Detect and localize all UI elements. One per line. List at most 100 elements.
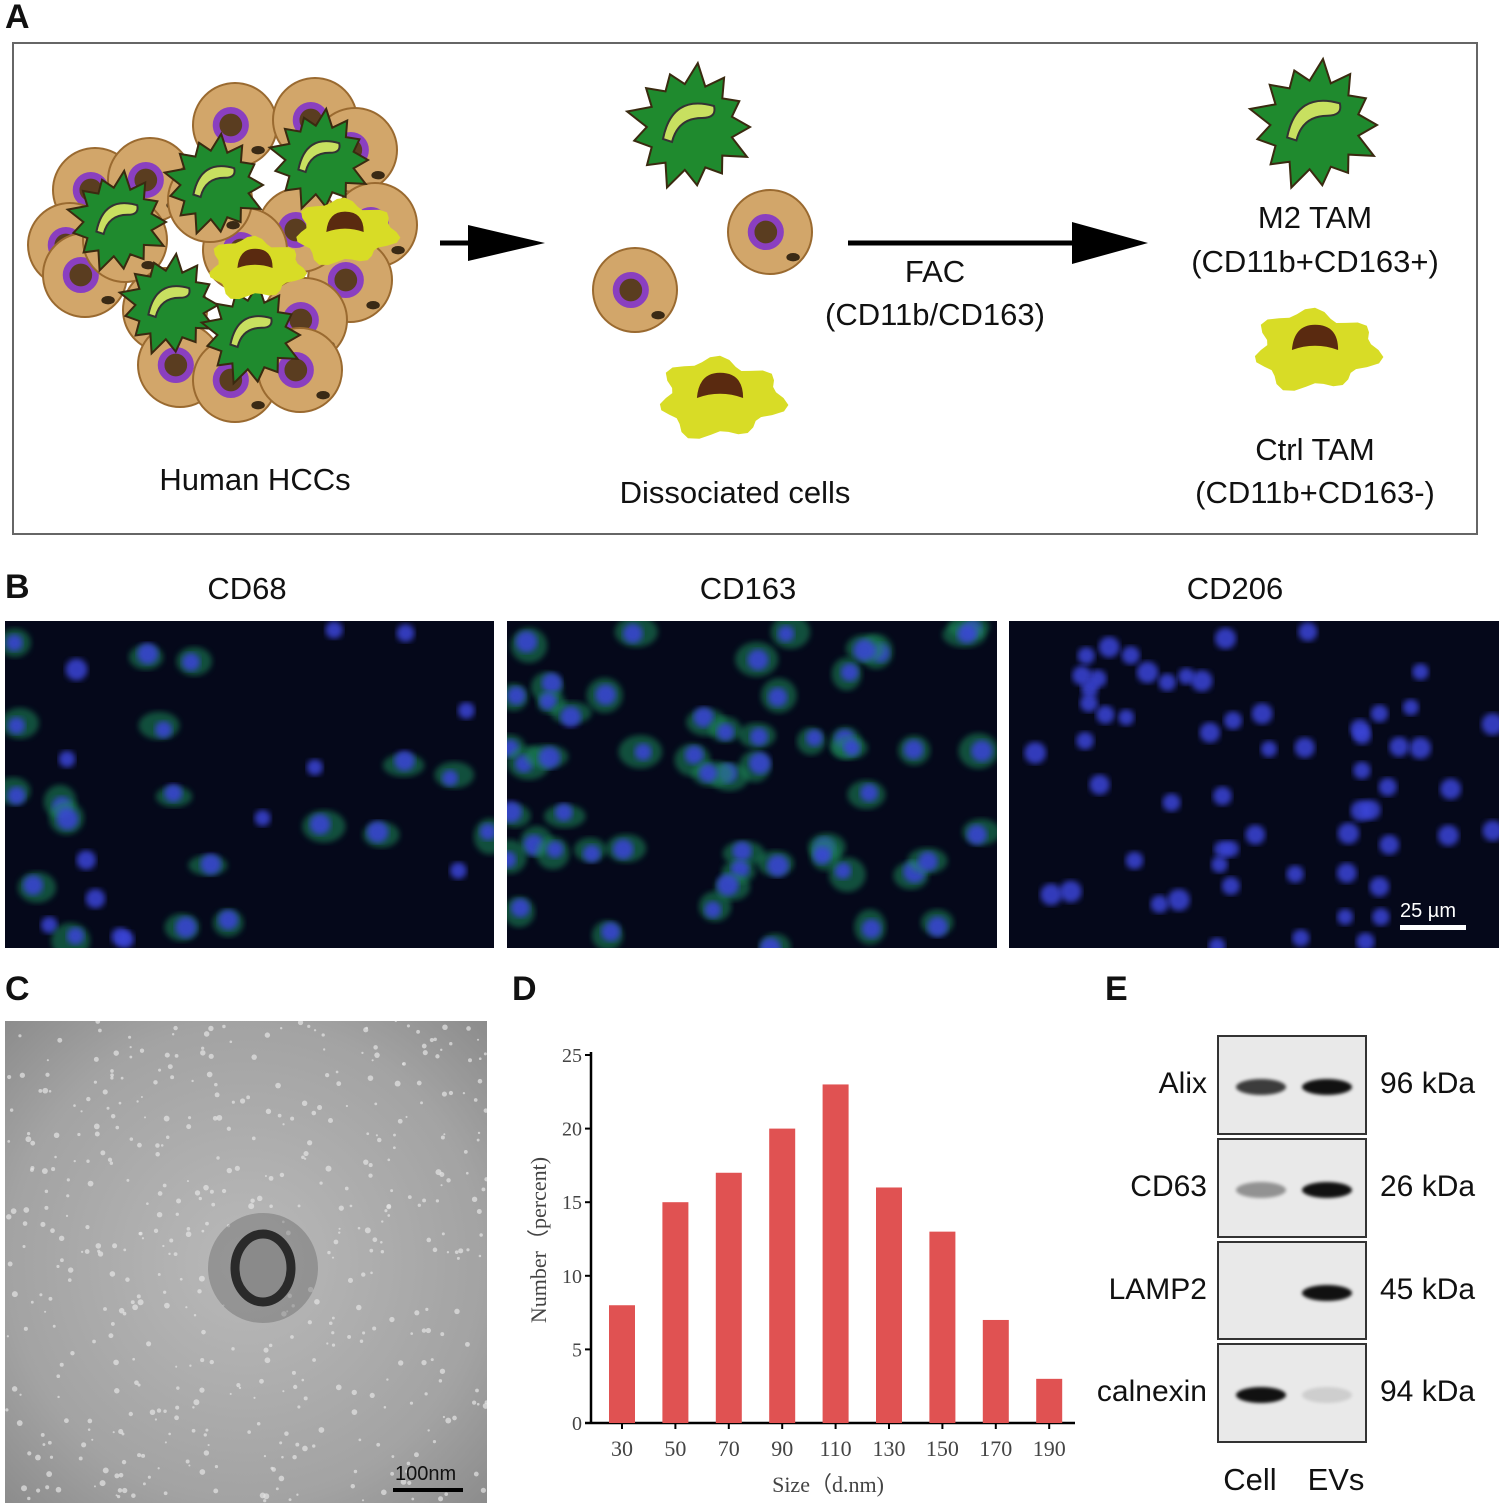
nucleus (58, 750, 76, 768)
nucleus (1072, 665, 1092, 686)
nucleus (1379, 834, 1400, 855)
x-axis-label: Size（d.nm) (772, 1472, 884, 1497)
nucleus (1440, 778, 1462, 800)
x-tick-label: 130 (873, 1436, 906, 1461)
nucleus (23, 875, 44, 896)
bar-130 (876, 1187, 902, 1423)
nucleus (1372, 908, 1390, 926)
blot-lamp2 (1217, 1241, 1367, 1340)
panel-label-b: B (5, 568, 30, 606)
nucleus (76, 850, 96, 870)
fluorescence-image-cd206: 25 µm (1009, 621, 1499, 948)
nucleus (254, 810, 271, 827)
bar-90 (769, 1128, 796, 1423)
nucleus (732, 841, 752, 861)
m2-tam-cell (162, 131, 266, 236)
nucleus (1158, 673, 1177, 692)
nucleus (957, 624, 977, 644)
nucleus (704, 901, 722, 919)
nucleus (366, 821, 389, 843)
nucleus (767, 854, 789, 877)
schematic-frame (12, 42, 1478, 535)
ctrl-tam-markers: (CD11b+CD163-) (1195, 475, 1435, 510)
nucleus (479, 823, 494, 841)
y-tick-label: 10 (562, 1266, 582, 1288)
molecular-weight-label: 94 kDa (1380, 1375, 1476, 1408)
nucleus (966, 824, 987, 845)
nucleus (1378, 777, 1397, 797)
nucleus (805, 729, 823, 747)
ctrl-tam-cell (209, 235, 308, 300)
x-tick-label: 50 (664, 1436, 686, 1461)
nucleus (306, 759, 323, 776)
fluorescence-image-cd163 (507, 621, 997, 948)
nucleus (538, 746, 561, 769)
nucleus (693, 707, 714, 728)
nucleus (971, 740, 993, 762)
nucleus (1286, 865, 1304, 883)
nucleus (583, 844, 601, 863)
blot-cd63 (1217, 1138, 1367, 1238)
nucleus (601, 922, 621, 942)
sort-method-label: FAC (904, 254, 966, 289)
nucleus (1409, 737, 1432, 759)
bar-110 (822, 1084, 849, 1423)
nucleus (510, 898, 530, 918)
y-tick-label: 0 (572, 1413, 582, 1435)
extracellular-vesicle (230, 1229, 296, 1307)
nucleus (458, 702, 475, 719)
blot-alix (1217, 1035, 1367, 1135)
nucleus (1360, 799, 1381, 820)
nucleus (1088, 669, 1107, 688)
m2-tam-markers: (CD11b+CD163+) (1191, 244, 1439, 279)
nucleus (1260, 741, 1278, 758)
human-hcc-label: Human HCCs (159, 462, 351, 497)
nucleus (843, 739, 861, 756)
band-evs (1302, 1387, 1352, 1403)
y-tick-label: 20 (562, 1119, 582, 1141)
nucleus (218, 910, 239, 930)
nucleus (1136, 661, 1159, 684)
nucleus (1125, 851, 1144, 870)
nucleus (1059, 880, 1082, 903)
nucleus (853, 639, 876, 662)
nucleus (40, 916, 58, 934)
nucleus (813, 846, 832, 865)
protein-label: LAMP2 (1108, 1272, 1207, 1306)
nucleus (1223, 711, 1243, 730)
nucleus (834, 862, 852, 880)
y-tick-label: 15 (562, 1192, 582, 1214)
nucleus (181, 653, 200, 672)
x-tick-label: 30 (611, 1436, 633, 1461)
nucleus (716, 874, 739, 896)
band-cell (1236, 1387, 1286, 1403)
nucleus (1079, 694, 1098, 713)
nucleus (1191, 670, 1213, 692)
nucleus (1214, 627, 1237, 650)
nucleus (200, 853, 222, 875)
nucleus (1402, 699, 1419, 716)
nucleus (137, 643, 159, 665)
schematic-drawing (27, 56, 1384, 439)
m2-tam-cell (199, 281, 303, 386)
bar-50 (662, 1202, 689, 1423)
band-evs (1302, 1284, 1352, 1301)
protein-label: calnexin (1096, 1375, 1207, 1408)
m2-tam-cell (117, 251, 221, 356)
nucleus (716, 723, 735, 741)
nucleus (747, 649, 769, 671)
nucleus (1221, 876, 1240, 895)
nucleus (860, 783, 879, 802)
nucleus (1292, 929, 1310, 947)
bar-30 (609, 1305, 635, 1423)
band-evs (1302, 1079, 1352, 1095)
m2-tam-cell (65, 168, 169, 273)
band-cell (1236, 1079, 1286, 1095)
nucleus (1024, 741, 1047, 764)
tem-image: 100nm (5, 1021, 487, 1503)
nucleus (1356, 932, 1375, 948)
nucleus (396, 624, 415, 643)
nucleus (918, 851, 938, 872)
nucleus (1089, 774, 1110, 795)
